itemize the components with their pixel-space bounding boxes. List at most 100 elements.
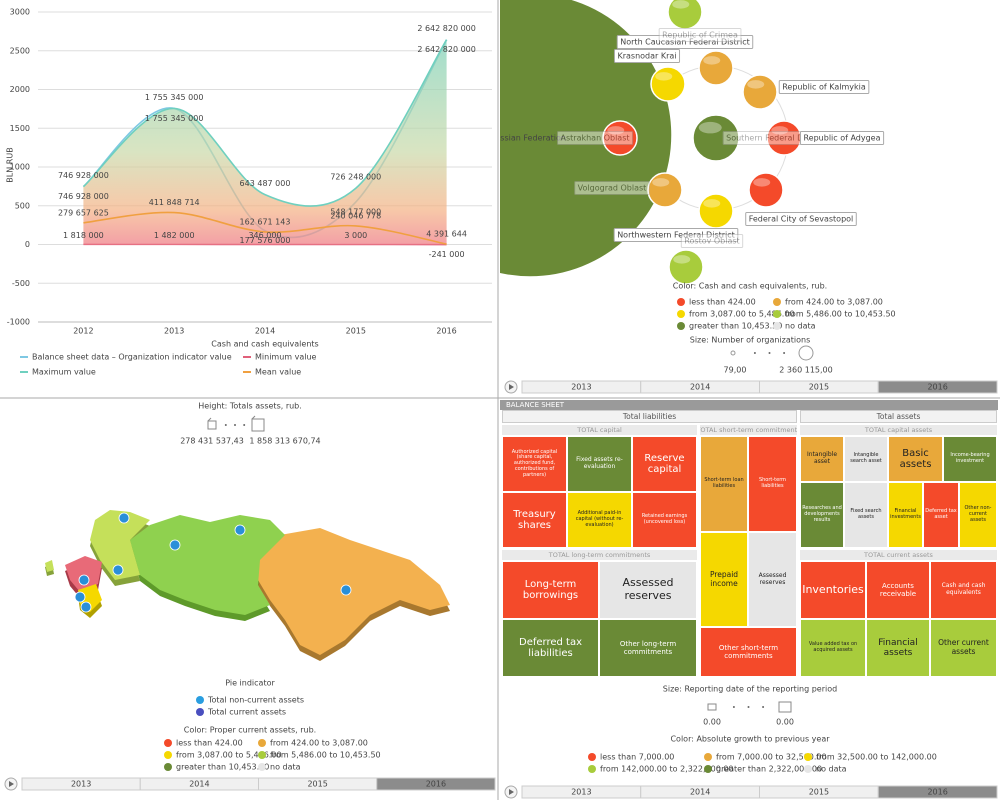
data-label: 177 576 000 bbox=[240, 236, 291, 245]
size-icon bbox=[707, 703, 717, 711]
pie-indicator bbox=[340, 584, 352, 596]
play-icon bbox=[509, 789, 514, 795]
treemap-cell[interactable]: Fixed search assets bbox=[844, 482, 888, 548]
legend-min: 278 431 537,43 bbox=[180, 437, 244, 446]
y-tick-label: 3000 bbox=[10, 8, 30, 17]
treemap-cell[interactable]: Researches and developments results bbox=[800, 482, 844, 548]
treemap-title: BALANCE SHEET bbox=[500, 400, 998, 410]
bubble-label-text: Astrakhan Oblast bbox=[561, 134, 630, 143]
label-box bbox=[616, 35, 754, 49]
treemap-cell[interactable]: Other non-current assets bbox=[959, 482, 997, 548]
bubble-highlight bbox=[655, 72, 673, 81]
timeline-segment[interactable] bbox=[877, 380, 998, 394]
treemap-cell[interactable]: Accounts receivable bbox=[866, 561, 930, 619]
treemap-cell[interactable]: Financial assets bbox=[866, 619, 930, 677]
timeline-label: 2016 bbox=[927, 788, 947, 797]
x-tick-label: 2016 bbox=[436, 327, 456, 336]
y-axis-title: BLN RUB bbox=[6, 147, 15, 182]
x-tick-label: 2013 bbox=[164, 327, 184, 336]
y-tick-label: 500 bbox=[15, 201, 30, 210]
bubble[interactable] bbox=[388, 0, 673, 278]
bubble[interactable] bbox=[698, 193, 734, 229]
x-tick-label: 2012 bbox=[73, 327, 93, 336]
bubble-label-text: Northwestern Federal District bbox=[617, 231, 735, 240]
bubble-label: Astrakhan Oblast bbox=[557, 131, 633, 145]
pie-indicator bbox=[169, 539, 181, 551]
treemap-cell[interactable]: Assessed reserves bbox=[599, 561, 697, 619]
subgroup-header: TOTAL short-term commitments bbox=[700, 425, 797, 435]
legend-label: Balance sheet data – Organization indica… bbox=[32, 353, 232, 362]
bubble[interactable] bbox=[742, 74, 778, 110]
treemap-cell[interactable]: Prepaid income bbox=[700, 532, 748, 627]
treemap-cell[interactable]: Additional paid-in capital (without re-e… bbox=[567, 492, 632, 548]
bubble[interactable] bbox=[650, 66, 686, 102]
treemap-cell[interactable]: Reserve capital bbox=[632, 436, 697, 492]
treemap-cell[interactable]: Short-term liabilities bbox=[748, 436, 797, 532]
bubble[interactable] bbox=[748, 172, 784, 208]
bubble-label-text: Republic of Kalmykia bbox=[782, 83, 866, 92]
bubble[interactable] bbox=[692, 114, 740, 162]
bubble[interactable] bbox=[667, 0, 703, 30]
legend-label: from 3,087.00 to 5,486.00 bbox=[689, 310, 795, 319]
legend-label: Maximum value bbox=[32, 368, 96, 377]
data-label: 1 755 345 000 bbox=[145, 114, 204, 123]
bubble[interactable] bbox=[647, 172, 683, 208]
bubble-highlight bbox=[771, 126, 789, 135]
legend-max: 0.00 bbox=[776, 718, 794, 727]
timeline-segment[interactable] bbox=[376, 777, 496, 791]
legend-label: from 7,000.00 to 32,500.00 bbox=[716, 753, 827, 762]
treemap-cell[interactable]: Inventories bbox=[800, 561, 866, 619]
treemap-cell[interactable]: Intangible asset bbox=[800, 436, 844, 482]
data-label: 4 391 644 bbox=[426, 230, 467, 239]
map bbox=[45, 510, 450, 661]
bubble-label: Republic of Crimea bbox=[658, 28, 742, 42]
play-icon bbox=[509, 384, 514, 390]
treemap-cell[interactable]: Value added tax on acquired assets bbox=[800, 619, 866, 677]
treemap-cell[interactable]: Retained earnings (uncovered loss) bbox=[632, 492, 697, 548]
legend-label: no data bbox=[785, 322, 816, 331]
y-tick-label: 0 bbox=[25, 240, 30, 249]
treemap-cell[interactable]: Long-term borrowings bbox=[502, 561, 599, 619]
treemap-cell[interactable]: Basic assets bbox=[888, 436, 943, 482]
size-icon bbox=[251, 415, 256, 420]
treemap-cell[interactable]: Income-bearing investment bbox=[943, 436, 997, 482]
pie-indicator bbox=[112, 564, 124, 576]
bubble-label: Krasnodar Krai bbox=[613, 49, 681, 63]
data-label: 346 000 bbox=[248, 231, 281, 240]
bubble[interactable] bbox=[698, 50, 734, 86]
treemap-cell[interactable]: Treasury shares bbox=[502, 492, 567, 548]
treemap-cell[interactable]: Financial investments bbox=[888, 482, 923, 548]
timeline-label: 2014 bbox=[690, 788, 710, 797]
treemap-cell[interactable]: Cash and cash equivalents bbox=[930, 561, 997, 619]
legend-swatch bbox=[164, 763, 172, 771]
treemap-cell[interactable]: Other long-term commitments bbox=[599, 619, 697, 677]
treemap-cell[interactable]: Authorized capital (share capital, autho… bbox=[502, 436, 567, 492]
treemap-cell[interactable]: Assessed reserves bbox=[748, 532, 797, 627]
data-label: 643 487 000 bbox=[240, 179, 291, 188]
label-box bbox=[613, 49, 681, 63]
legend-swatch bbox=[773, 310, 781, 318]
bubble[interactable] bbox=[602, 120, 638, 156]
y-tick-label: -500 bbox=[12, 279, 30, 288]
legend-title: Height: Totals assets, rub. bbox=[198, 402, 302, 411]
legend-swatch bbox=[804, 753, 812, 761]
timeline-label: 2013 bbox=[571, 383, 591, 392]
bubble-label: North Caucasian Federal District bbox=[616, 35, 754, 49]
legend-swatch bbox=[677, 298, 685, 306]
treemap-cell[interactable]: Intangible search asset bbox=[844, 436, 888, 482]
treemap-cell[interactable]: Short-term loan liabilities bbox=[700, 436, 748, 532]
treemap-cell[interactable]: Deferred tax liabilities bbox=[502, 619, 599, 677]
bubble-label-text: Southern Federal District bbox=[726, 134, 826, 143]
label-box bbox=[778, 80, 870, 94]
legend-min: 0.00 bbox=[703, 718, 721, 727]
legend-label: from 424.00 to 3,087.00 bbox=[785, 298, 883, 307]
data-label: 411 848 714 bbox=[149, 198, 200, 207]
treemap-cell[interactable]: Other short-term commitments bbox=[700, 627, 797, 677]
treemap-cell[interactable]: Deferred tax asset bbox=[923, 482, 959, 548]
bubble[interactable] bbox=[668, 249, 704, 285]
data-label: 746 928 000 bbox=[58, 171, 109, 180]
treemap-cell[interactable]: Fixed assets re-evaluation bbox=[567, 436, 632, 492]
treemap-cell[interactable]: Other current assets bbox=[930, 619, 997, 677]
bubble-highlight bbox=[703, 199, 721, 208]
timeline-segment[interactable] bbox=[877, 785, 998, 799]
